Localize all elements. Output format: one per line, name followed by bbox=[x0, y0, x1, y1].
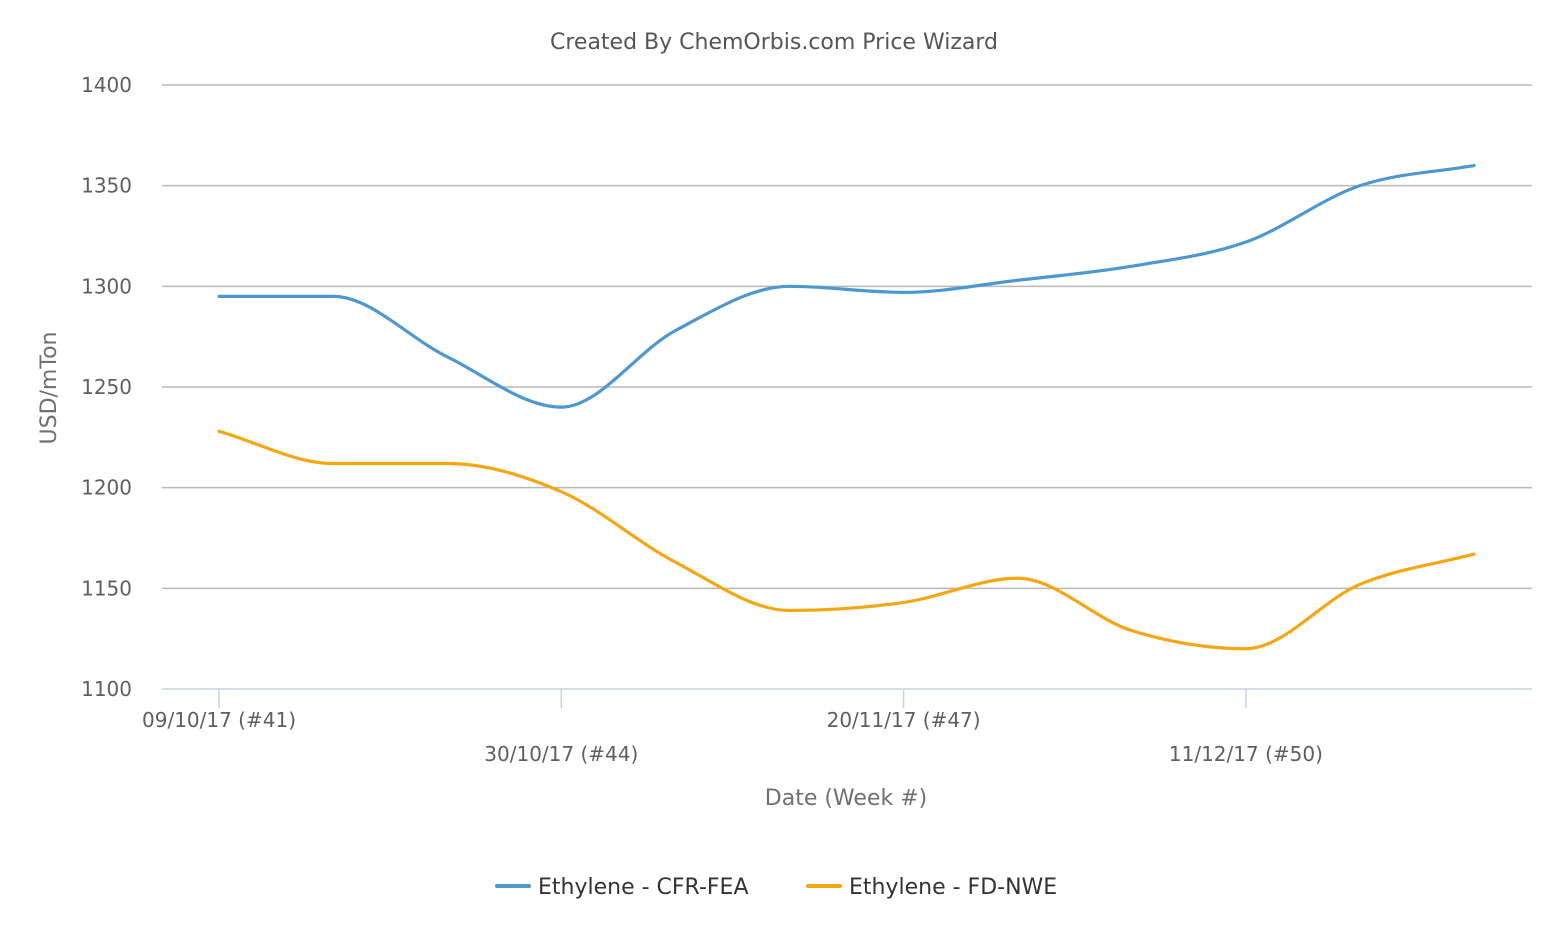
legend-label: Ethylene - CFR-FEA bbox=[538, 875, 749, 900]
gridlines bbox=[162, 84, 1532, 590]
chart-title: Created By ChemOrbis.com Price Wizard bbox=[550, 30, 998, 55]
y-tick-label: 1150 bbox=[81, 576, 132, 600]
x-tick-label: 09/10/17 (#41) bbox=[142, 708, 296, 732]
legend-item-1[interactable]: Ethylene - CFR-FEA bbox=[495, 875, 749, 900]
x-tick-label: 11/12/17 (#50) bbox=[1169, 742, 1323, 766]
y-axis-title: USD/mTon bbox=[37, 332, 62, 445]
y-tick-label: 1200 bbox=[81, 476, 132, 500]
series-line-1 bbox=[217, 163, 1476, 409]
x-axis: 09/10/17 (#41) 30/10/17 (#44) 20/11/17 (#4… bbox=[142, 688, 1532, 766]
x-axis-title: Date (Week #) bbox=[765, 786, 927, 811]
legend: Ethylene - CFR-FEA Ethylene - FD-NWE bbox=[495, 875, 1057, 900]
series-lines bbox=[217, 163, 1476, 651]
x-tick-label: 20/11/17 (#47) bbox=[827, 708, 981, 732]
legend-item-2[interactable]: Ethylene - FD-NWE bbox=[806, 875, 1057, 900]
y-tick-label: 1400 bbox=[81, 73, 132, 97]
series-line-2 bbox=[217, 429, 1476, 651]
legend-label: Ethylene - FD-NWE bbox=[849, 875, 1057, 900]
y-tick-label: 1300 bbox=[81, 274, 132, 298]
y-tick-label: 1250 bbox=[81, 375, 132, 399]
y-tick-label: 1350 bbox=[81, 174, 132, 198]
x-tick-label: 30/10/17 (#44) bbox=[484, 742, 638, 766]
y-axis: 1100 1150 1200 1250 1300 1350 1400 bbox=[81, 73, 132, 701]
y-tick-label: 1100 bbox=[81, 677, 132, 701]
